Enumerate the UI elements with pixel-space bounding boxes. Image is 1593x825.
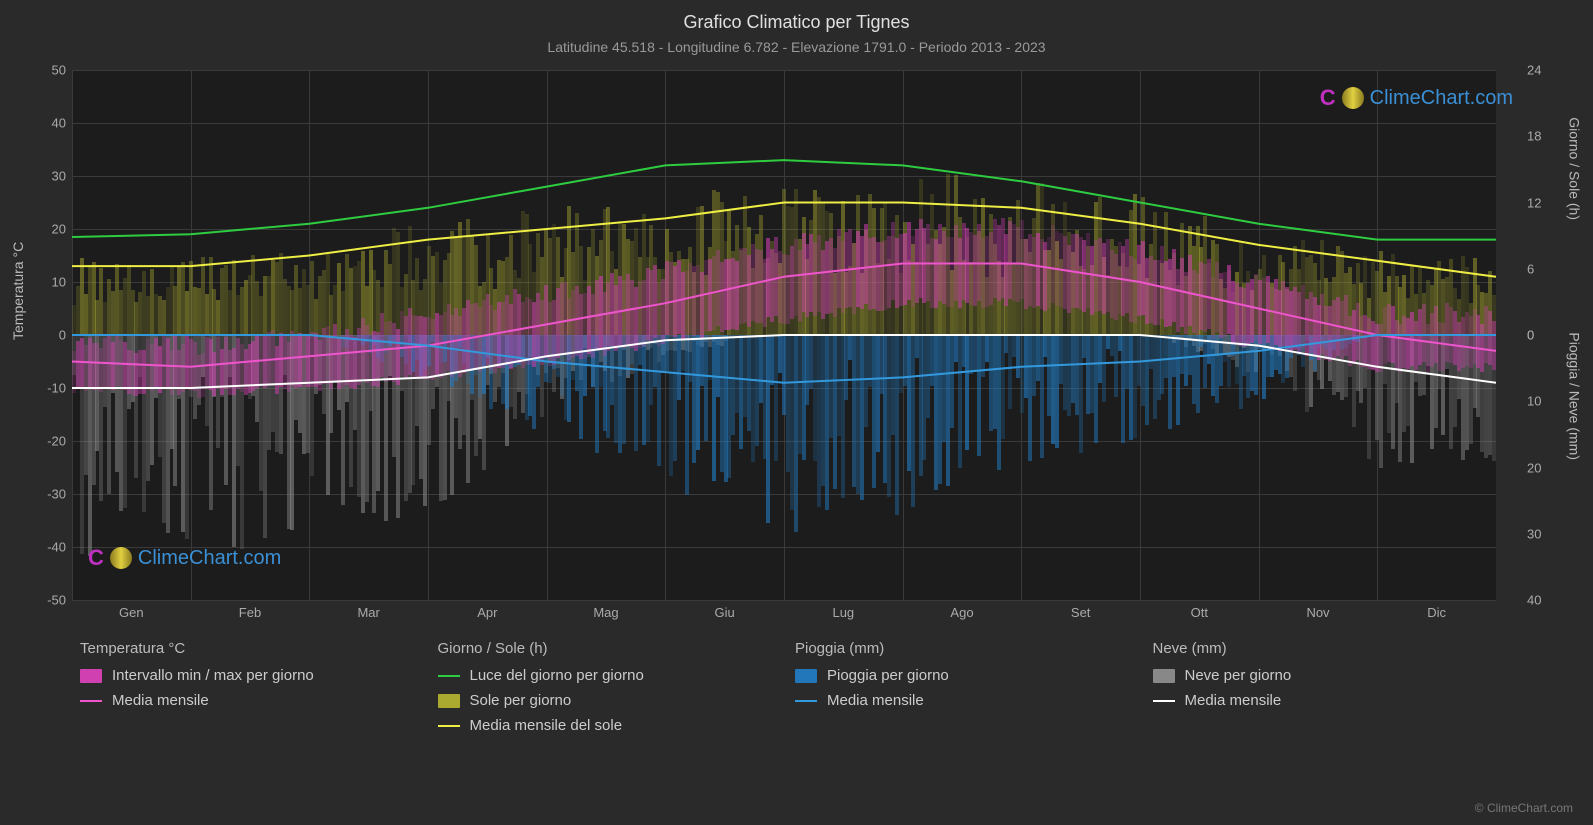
y-left-tick: -30 — [30, 487, 66, 502]
legend-item: Media mensile — [80, 692, 438, 709]
y-left-tick: 20 — [30, 222, 66, 237]
x-month-label: Gen — [119, 605, 144, 620]
y-left-tick: -40 — [30, 540, 66, 555]
legend-label: Media mensile — [827, 692, 924, 709]
y-left-tick: -50 — [30, 593, 66, 608]
legend-swatch — [80, 669, 102, 683]
legend-label: Intervallo min / max per giorno — [112, 667, 314, 684]
legend-swatch — [438, 725, 460, 727]
y-left-tick: 40 — [30, 116, 66, 131]
legend-column-title: Giorno / Sole (h) — [438, 640, 796, 657]
legend-swatch — [80, 700, 102, 702]
legend-swatch — [795, 700, 817, 702]
legend-column-title: Neve (mm) — [1153, 640, 1511, 657]
y-right-tick-hours: 24 — [1527, 63, 1563, 78]
y-right-tick-mm: 20 — [1527, 460, 1563, 475]
logo-c-icon: C — [1320, 85, 1336, 111]
logo-c-icon: C — [88, 545, 104, 571]
y-right-tick-mm: 40 — [1527, 593, 1563, 608]
legend-column-title: Temperatura °C — [80, 640, 438, 657]
legend-item: Pioggia per giorno — [795, 667, 1153, 684]
legend-swatch — [1153, 669, 1175, 683]
legend-item: Intervallo min / max per giorno — [80, 667, 438, 684]
y-left-tick: -10 — [30, 381, 66, 396]
chart-plot-area — [72, 70, 1496, 600]
x-month-label: Mag — [593, 605, 618, 620]
y-left-tick: 50 — [30, 63, 66, 78]
legend-column: Temperatura °C Intervallo min / max per g… — [80, 640, 438, 742]
legend-label: Sole per giorno — [470, 692, 572, 709]
y-right-tick-mm: 30 — [1527, 526, 1563, 541]
y-right-tick-hours: 6 — [1527, 261, 1563, 276]
y-axis-left-title: Temperatura °C — [10, 242, 26, 340]
legend-swatch — [1153, 700, 1175, 702]
x-month-label: Nov — [1306, 605, 1329, 620]
legend-label: Pioggia per giorno — [827, 667, 949, 684]
legend-swatch — [795, 669, 817, 683]
watermark-bottom: C ClimeChart.com — [88, 545, 281, 571]
x-month-label: Ago — [950, 605, 973, 620]
legend-label: Luce del giorno per giorno — [470, 667, 644, 684]
y-axis-right-title-2: Pioggia / Neve (mm) — [1567, 332, 1583, 460]
logo-sun-icon — [1342, 87, 1364, 109]
watermark-top: C ClimeChart.com — [1320, 85, 1513, 111]
chart-title: Grafico Climatico per Tignes — [0, 0, 1593, 33]
y-right-tick-hours: 18 — [1527, 129, 1563, 144]
legend-label: Neve per giorno — [1185, 667, 1292, 684]
watermark-text: ClimeChart.com — [1370, 87, 1513, 110]
legend-item: Media mensile del sole — [438, 717, 796, 734]
legend-item: Media mensile — [1153, 692, 1511, 709]
x-month-label: Feb — [239, 605, 261, 620]
legend-label: Media mensile — [1185, 692, 1282, 709]
y-left-tick: 0 — [30, 328, 66, 343]
x-month-label: Apr — [477, 605, 497, 620]
legend-item: Neve per giorno — [1153, 667, 1511, 684]
y-right-tick-hours: 12 — [1527, 195, 1563, 210]
copyright-text: © ClimeChart.com — [1475, 801, 1573, 815]
x-month-label: Giu — [715, 605, 735, 620]
legend-item: Luce del giorno per giorno — [438, 667, 796, 684]
x-month-label: Dic — [1427, 605, 1446, 620]
legend-label: Media mensile del sole — [470, 717, 623, 734]
legend-column-title: Pioggia (mm) — [795, 640, 1153, 657]
y-right-tick-mm: 10 — [1527, 394, 1563, 409]
legend-swatch — [438, 694, 460, 708]
legend-column: Giorno / Sole (h) Luce del giorno per gio… — [438, 640, 796, 742]
legend-swatch — [438, 675, 460, 677]
legend-column: Pioggia (mm) Pioggia per giorno Media mens… — [795, 640, 1153, 742]
legend-label: Media mensile — [112, 692, 209, 709]
x-month-label: Mar — [357, 605, 379, 620]
y-left-tick: 10 — [30, 275, 66, 290]
legend-item: Media mensile — [795, 692, 1153, 709]
logo-sun-icon — [110, 547, 132, 569]
y-right-tick-mm: 0 — [1527, 328, 1563, 343]
x-month-label: Ott — [1191, 605, 1208, 620]
chart-subtitle: Latitudine 45.518 - Longitudine 6.782 - … — [0, 33, 1593, 55]
x-month-label: Set — [1071, 605, 1091, 620]
legend-item: Sole per giorno — [438, 692, 796, 709]
y-axis-right-title-1: Giorno / Sole (h) — [1567, 117, 1583, 220]
watermark-text: ClimeChart.com — [138, 547, 281, 570]
y-left-tick: -20 — [30, 434, 66, 449]
legend: Temperatura °C Intervallo min / max per g… — [80, 640, 1510, 742]
y-left-tick: 30 — [30, 169, 66, 184]
legend-column: Neve (mm) Neve per giorno Media mensile — [1153, 640, 1511, 742]
x-month-label: Lug — [832, 605, 854, 620]
